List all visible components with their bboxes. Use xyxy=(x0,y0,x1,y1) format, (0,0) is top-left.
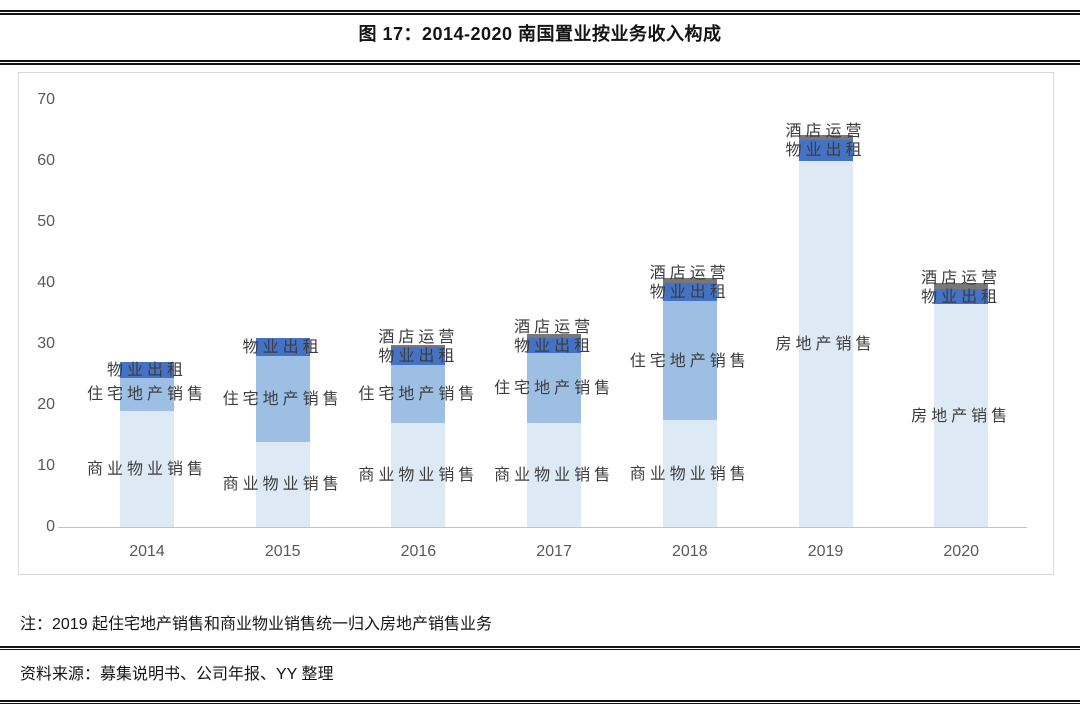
segment-label: 物业出租 xyxy=(785,140,866,160)
bar-segment xyxy=(662,278,717,283)
bar-segment xyxy=(934,304,989,527)
y-axis-tick-label: 30 xyxy=(37,335,55,352)
segment-label: 酒店运营 xyxy=(649,263,730,283)
x-axis-label: 2017 xyxy=(536,543,572,560)
segment-label: 住宅地产销售 xyxy=(222,388,343,408)
chart-plot-area: 0 10 20 30 40 50 60 70 商业物业销售 住宅地产销售 物业出租 2014 商业物业销… xyxy=(18,72,1054,575)
bar-segment xyxy=(934,289,989,305)
x-axis-label: 2020 xyxy=(943,543,979,560)
x-axis-line xyxy=(58,527,1027,528)
segment-label: 酒店运营 xyxy=(378,327,459,347)
segment-label: 商业物业销售 xyxy=(629,463,750,483)
segment-label: 住宅地产销售 xyxy=(86,384,208,404)
bar-segment xyxy=(662,420,717,527)
x-axis-label: 2016 xyxy=(400,543,437,560)
x-axis-label: 2019 xyxy=(807,543,844,560)
bar-segment xyxy=(120,411,174,527)
bar-segment xyxy=(934,283,989,290)
segment-label: 物业出租 xyxy=(242,337,323,357)
bar-segment xyxy=(798,134,853,140)
data-source: 资料来源：募集说明书、公司年报、YY 整理 xyxy=(20,666,334,683)
top-rule xyxy=(0,10,1080,15)
segment-label: 酒店运营 xyxy=(785,121,866,141)
bar-segment xyxy=(255,441,310,527)
segment-label: 住宅地产销售 xyxy=(358,384,479,404)
segment-label: 房地产销售 xyxy=(775,334,876,353)
segment-label: 物业出租 xyxy=(514,335,595,355)
segment-label: 商业物业销售 xyxy=(222,474,343,494)
bar-segment xyxy=(120,377,174,412)
bar-segment xyxy=(255,337,310,357)
bar-segment xyxy=(391,345,446,348)
bar-segment xyxy=(798,139,853,161)
chart-note: 注：2019 起住宅地产销售和商业物业销售统一归入房地产销售业务 xyxy=(20,616,493,633)
segment-label: 住宅地产销售 xyxy=(494,378,615,398)
bar-segment xyxy=(255,356,310,442)
segment-label: 酒店运营 xyxy=(921,267,1002,287)
segment-label: 物业出租 xyxy=(649,282,730,302)
chart-title: 图 17：2014-2020 南国置业按业务收入构成 xyxy=(358,24,722,44)
bar-segment xyxy=(527,333,582,338)
y-axis-tick-label: 50 xyxy=(37,213,55,230)
y-axis-tick-label: 60 xyxy=(37,152,55,169)
bar-segment xyxy=(662,283,717,302)
bar-segment xyxy=(527,353,582,424)
segment-label: 物业出租 xyxy=(921,286,1002,306)
segment-label: 酒店运营 xyxy=(514,316,595,336)
bar-segment xyxy=(527,423,582,527)
bar-segment xyxy=(662,301,717,421)
x-axis-label: 2018 xyxy=(672,543,708,560)
bar-segment xyxy=(391,347,446,366)
segment-label: 物业出租 xyxy=(106,359,188,379)
title-bottom-rule xyxy=(0,60,1080,65)
segment-label: 商业物业销售 xyxy=(358,465,479,485)
bar-segment xyxy=(527,337,582,354)
bar-segment xyxy=(391,365,446,424)
y-axis-tick-label: 70 xyxy=(37,91,55,108)
source-top-rule xyxy=(0,646,1080,650)
x-axis-label: 2015 xyxy=(264,543,301,560)
bar-segment xyxy=(798,161,853,527)
bar-segment xyxy=(120,362,174,378)
y-axis-tick-label: 20 xyxy=(37,396,55,413)
segment-label: 房地产销售 xyxy=(911,405,1012,425)
bottom-rule xyxy=(0,700,1080,704)
y-axis-tick-label: 0 xyxy=(46,518,55,535)
segment-label: 商业物业销售 xyxy=(494,465,615,485)
segment-label: 住宅地产销售 xyxy=(629,350,750,370)
x-axis-label: 2014 xyxy=(129,543,165,560)
y-axis-tick-label: 10 xyxy=(37,457,55,474)
segment-label: 商业物业销售 xyxy=(86,459,208,479)
segment-label: 物业出租 xyxy=(378,346,459,366)
y-axis-tick-label: 40 xyxy=(37,274,55,291)
bar-segment xyxy=(391,423,446,527)
